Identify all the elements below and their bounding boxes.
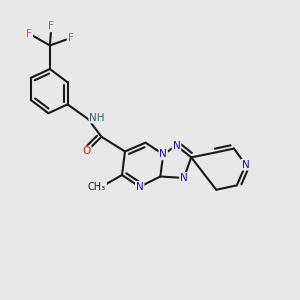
Text: N: N xyxy=(242,160,250,170)
Text: CH₃: CH₃ xyxy=(88,182,106,192)
Text: F: F xyxy=(48,21,54,31)
Text: N: N xyxy=(136,182,144,192)
Text: NH: NH xyxy=(89,112,105,123)
Text: N: N xyxy=(159,149,167,159)
Text: O: O xyxy=(82,146,91,157)
Text: N: N xyxy=(180,173,188,183)
Text: N: N xyxy=(172,141,180,151)
Text: F: F xyxy=(26,29,32,39)
Text: F: F xyxy=(68,33,74,43)
